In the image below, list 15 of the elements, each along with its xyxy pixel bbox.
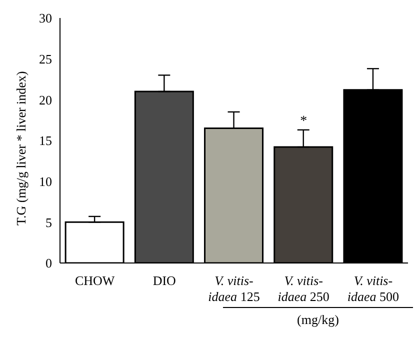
y-tick-label: 5	[46, 214, 52, 230]
y-tick-label: 10	[39, 174, 52, 189]
x-tick-label: V. vitis-idaea 125	[208, 273, 260, 304]
y-axis-title: T.G (mg/g liver * liver index)	[14, 71, 29, 226]
x-tick-label: V. vitis-idaea 500	[347, 273, 400, 304]
x-tick-label: DIO	[152, 273, 176, 288]
x-tick-label: CHOW	[74, 273, 116, 288]
x-tick-label: V. vitis-idaea 250	[278, 273, 330, 304]
x-axis-title: (mg/kg)	[297, 312, 339, 327]
y-tick-label: 0	[46, 256, 52, 271]
y-tick-label: 15	[39, 133, 52, 148]
annotation: *	[300, 114, 308, 129]
y-tick-label: 30	[39, 10, 52, 26]
y-tick-label: 25	[39, 51, 52, 66]
y-tick-label: 20	[39, 92, 52, 108]
